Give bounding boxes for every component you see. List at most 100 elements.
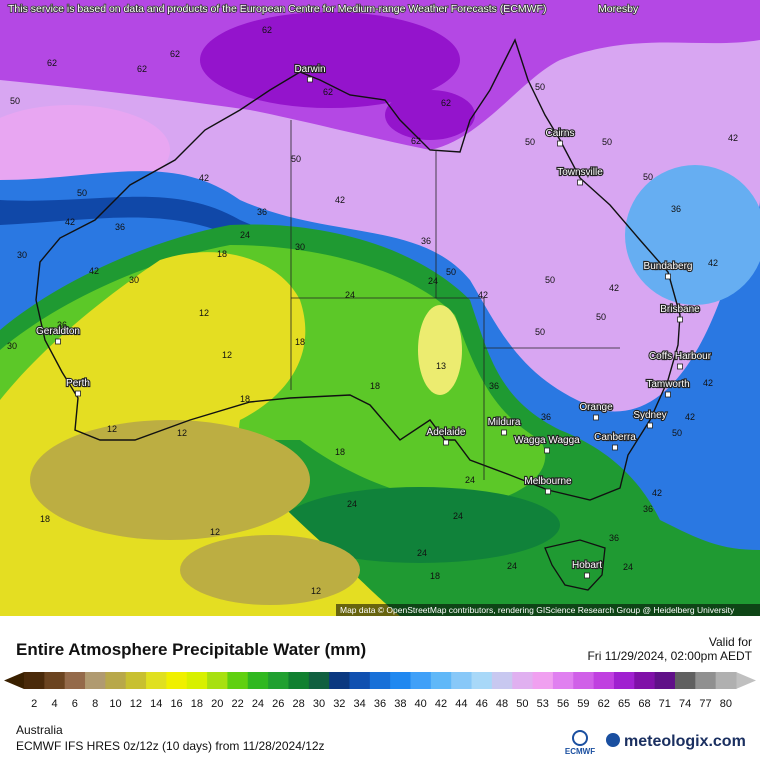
contour-label: 36 [421, 236, 431, 246]
colorbar-tick-label: 68 [638, 698, 650, 710]
coastline [35, 38, 681, 501]
colorbar-cell [715, 672, 737, 689]
colorbar-cell [573, 672, 595, 689]
city-marker [307, 76, 313, 83]
contour-label: 12 [210, 527, 220, 537]
colorbar-cell [329, 672, 350, 689]
colorbar-tick-label: 10 [109, 698, 121, 710]
valid-label: Valid for [709, 635, 752, 649]
contour-label: 12 [311, 586, 321, 596]
city-marker [677, 316, 683, 323]
colorbar-tick-label: 40 [415, 698, 427, 710]
contour-label: 36 [643, 504, 653, 514]
contour-label: 42 [652, 488, 662, 498]
contour-label: 36 [671, 204, 681, 214]
colorbar-cell [674, 672, 696, 689]
colorbar-tick-label: 8 [92, 698, 98, 710]
contour-label: 50 [535, 327, 545, 337]
colorbar-tick-label: 16 [170, 698, 182, 710]
colorbar-tick-label: 14 [150, 698, 162, 710]
contour-label: 50 [545, 275, 555, 285]
city-marker [612, 444, 618, 451]
colorbar-cell [44, 672, 66, 689]
city-marker [501, 429, 507, 436]
colorbar-cell [308, 672, 330, 689]
contour-label: 24 [465, 475, 475, 485]
contour-label: 18 [240, 394, 250, 404]
field-olive [30, 420, 310, 540]
city-label: Melbourne [524, 476, 572, 487]
contour-label: 24 [428, 276, 438, 286]
contour-label: 18 [430, 571, 440, 581]
colorbar-cell [410, 672, 432, 689]
city-marker [544, 447, 550, 454]
colorbar-cell [471, 672, 493, 689]
contour-label: 50 [77, 188, 87, 198]
city-label: Bundaberg [644, 261, 693, 272]
colorbar-tick-label: 44 [455, 698, 467, 710]
city-label: Canberra [594, 432, 636, 443]
contour-label: 24 [623, 562, 633, 572]
contour-label: 42 [478, 290, 488, 300]
contour-label: 50 [643, 172, 653, 182]
colorbar-tick-label: 80 [720, 698, 732, 710]
city-marker [665, 273, 671, 280]
field-dark-green [280, 487, 560, 563]
city-label: Wagga Wagga [514, 435, 580, 446]
ecmwf-logo-icon [572, 730, 588, 746]
map-attribution: Map data © OpenStreetMap contributors, r… [340, 605, 735, 615]
colorbar-tick-label: 38 [394, 698, 406, 710]
colorbar-tick-label: 46 [476, 698, 488, 710]
contour-label: 12 [199, 308, 209, 318]
contour-label: 62 [411, 136, 421, 146]
colorbar-tick-label: 53 [537, 698, 549, 710]
city-label: Adelaide [427, 427, 466, 438]
colorbar-tick-label: 42 [435, 698, 447, 710]
tasmania-coastline [544, 539, 606, 591]
contour-label: 50 [672, 428, 682, 438]
contour-label: 42 [708, 258, 718, 268]
contour-label: 62 [137, 64, 147, 74]
colorbar-tick-label: 18 [191, 698, 203, 710]
field-light-yellow [418, 305, 462, 395]
colorbar-tick-label: 32 [333, 698, 345, 710]
colorbar-tick-label: 77 [699, 698, 711, 710]
contour-label: 50 [291, 154, 301, 164]
colorbar-cell [552, 672, 574, 689]
city-marker [557, 140, 563, 147]
colorbar-tick-label: 22 [231, 698, 243, 710]
city-marker [55, 338, 61, 345]
contour-label: 36 [609, 533, 619, 543]
data-notice: This service is based on data and produc… [8, 3, 546, 15]
contour-label: 30 [295, 242, 305, 252]
city-marker [577, 179, 583, 186]
contour-label: 42 [199, 173, 209, 183]
colorbar-tick-label: 24 [252, 698, 264, 710]
contour-label: 24 [347, 499, 357, 509]
colorbar-low-end [4, 672, 24, 689]
city-label: Sydney [633, 410, 666, 421]
contour-label: 42 [89, 266, 99, 276]
model-run: ECMWF IFS HRES 0z/12z (10 days) from 11/… [16, 739, 325, 753]
colorbar-cell [186, 672, 208, 689]
colorbar-tick-label: 36 [374, 698, 386, 710]
city-label: Orange [579, 402, 613, 413]
contour-label: 50 [602, 137, 612, 147]
colorbar-tick-label: 34 [354, 698, 366, 710]
colorbar-cell [268, 672, 289, 689]
colorbar-cell [227, 672, 249, 689]
contour-label: 18 [370, 381, 380, 391]
colorbar-tick-label: 59 [577, 698, 589, 710]
colorbar-cell [654, 672, 676, 689]
valid-time: Fri 11/29/2024, 02:00pm AEDT [587, 649, 752, 663]
colorbar-tick-label: 28 [293, 698, 305, 710]
contour-label: 24 [417, 548, 427, 558]
colorbar-cell [207, 672, 228, 689]
colorbar-tick-label: 26 [272, 698, 284, 710]
region: Australia [16, 723, 63, 737]
colorbar-cell [247, 672, 269, 689]
city-label: Perth [66, 378, 90, 389]
colorbar-tick-label: 12 [130, 698, 142, 710]
colorbar-cell [593, 672, 615, 689]
city-label: Cairns [546, 128, 575, 139]
